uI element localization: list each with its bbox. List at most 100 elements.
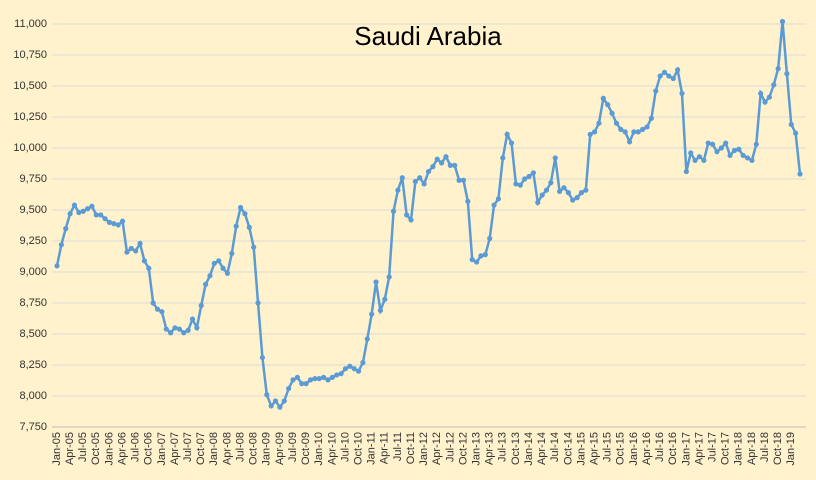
data-point: [727, 152, 733, 159]
data-point: [229, 250, 235, 256]
data-point: [163, 326, 169, 332]
x-tick-label: Jan-12: [418, 432, 430, 466]
data-point: [675, 67, 681, 73]
x-tick-label: Jan-18: [733, 432, 745, 466]
data-point: [736, 146, 742, 152]
x-tick-label: Oct-06: [143, 432, 155, 465]
data-point: [264, 392, 270, 398]
x-tick-label: Oct-12: [457, 432, 469, 465]
data-point: [561, 185, 567, 191]
x-tick-label: Jul-09: [287, 432, 299, 462]
data-point: [80, 208, 86, 214]
x-tick-label: Jan-16: [628, 432, 640, 466]
data-point: [119, 218, 126, 224]
x-tick-label: Jan-17: [680, 432, 692, 466]
data-point: [714, 149, 720, 155]
data-point: [316, 376, 322, 382]
data-point: [500, 155, 506, 161]
data-point: [583, 187, 589, 193]
data-point: [740, 152, 746, 159]
data-point: [679, 90, 685, 97]
data-point: [482, 252, 488, 258]
data-point: [653, 88, 659, 94]
x-tick-label: Oct-13: [510, 432, 522, 465]
data-point: [491, 202, 497, 208]
data-point: [718, 145, 724, 151]
data-point: [631, 129, 637, 135]
data-point: [635, 129, 641, 135]
y-tick-label: 10,250: [13, 111, 47, 123]
data-point: [793, 130, 799, 136]
data-point: [688, 150, 694, 156]
x-tick-label: Apr-12: [431, 432, 443, 465]
data-point: [355, 368, 362, 374]
data-point: [154, 306, 161, 312]
x-tick-label: Jul-15: [602, 432, 614, 462]
y-tick-label: 9,000: [19, 266, 47, 278]
data-point: [281, 398, 287, 404]
data-point: [640, 126, 646, 132]
data-point: [342, 366, 349, 372]
data-point: [495, 196, 502, 202]
x-tick-label: Apr-15: [588, 432, 600, 465]
data-point: [452, 162, 458, 168]
data-point: [146, 265, 152, 271]
data-point: [71, 202, 78, 208]
data-point: [788, 121, 794, 128]
data-point: [360, 359, 366, 366]
data-point: [626, 139, 633, 145]
data-point: [723, 140, 729, 146]
x-tick-label: Oct-16: [667, 432, 679, 465]
data-point: [233, 223, 239, 229]
data-point: [338, 371, 344, 377]
data-point: [325, 377, 331, 383]
x-tick-label: Jul-18: [759, 432, 771, 462]
data-point: [709, 141, 716, 147]
x-tick-label: Jul-05: [77, 432, 89, 462]
x-tick-label: Apr-17: [693, 432, 705, 465]
data-point: [508, 140, 515, 146]
data-point: [622, 129, 628, 135]
data-point: [89, 203, 95, 209]
data-point: [565, 190, 571, 196]
x-tick-label: Apr-18: [746, 432, 758, 465]
x-tick-label: Apr-11: [379, 432, 391, 464]
x-tick-label: Jul-14: [549, 432, 561, 462]
data-point: [644, 124, 650, 130]
data-point: [259, 354, 266, 361]
data-point: [504, 131, 510, 137]
data-point: [753, 141, 759, 147]
data-point: [574, 195, 580, 201]
data-point: [390, 208, 397, 214]
data-point: [683, 168, 689, 175]
data-point: [181, 330, 187, 336]
data-point: [115, 222, 121, 228]
data-point: [168, 330, 174, 336]
y-tick-label: 10,750: [13, 49, 47, 61]
data-point: [469, 257, 475, 263]
data-point: [543, 187, 550, 193]
data-point: [600, 95, 606, 101]
data-point: [460, 177, 467, 183]
data-point: [194, 325, 200, 331]
x-tick-label: Jul-06: [130, 432, 142, 462]
data-point: [670, 75, 676, 82]
data-point: [377, 307, 384, 314]
data-point: [224, 270, 231, 276]
data-point: [382, 296, 388, 302]
data-point: [58, 242, 64, 248]
data-point: [54, 263, 60, 269]
data-point: [272, 398, 279, 404]
data-point: [133, 248, 139, 254]
data-point: [784, 71, 790, 77]
data-point: [185, 327, 191, 333]
data-point: [137, 240, 143, 247]
data-point: [150, 300, 156, 306]
data-point: [762, 99, 768, 105]
data-point: [513, 181, 519, 187]
data-point: [268, 403, 274, 409]
data-point: [596, 120, 602, 126]
x-tick-label: Oct-17: [720, 432, 732, 465]
data-point: [290, 377, 296, 383]
data-point: [775, 66, 781, 72]
